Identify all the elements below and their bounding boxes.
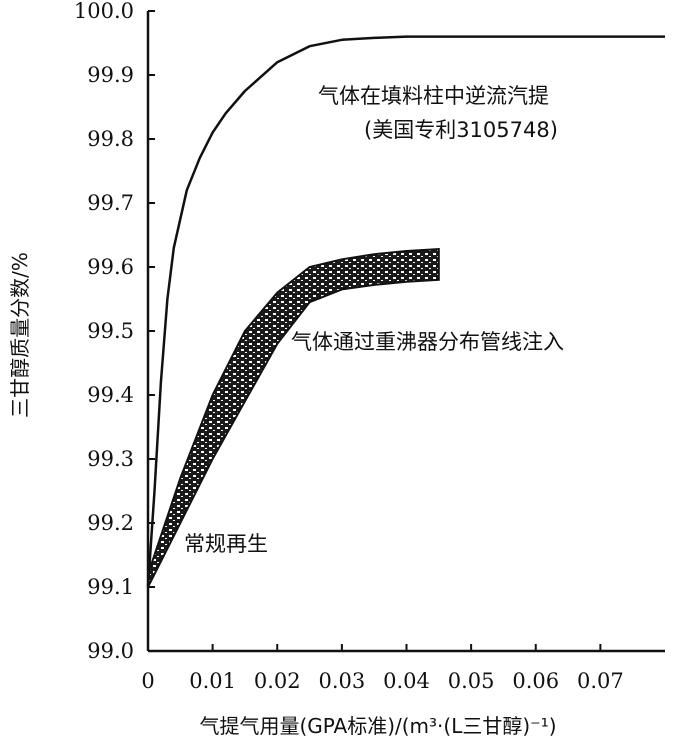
x-tick-label: 0.03	[318, 669, 365, 693]
y-tick-label: 99.6	[87, 255, 134, 279]
y-tick-label: 99.4	[87, 383, 134, 407]
x-tick-label: 0.02	[254, 669, 301, 693]
annotation-packed-column: 气体在填料柱中逆流汽提	[318, 84, 549, 108]
series-line-packed-column	[146, 35, 665, 588]
plot-area	[146, 35, 665, 588]
x-axis-ticks: 0 0.01 0.02 0.03 0.04 0.05 0.06 0.07	[141, 644, 624, 693]
y-axis-ticks: 99.0 99.1 99.2 99.3 99.4 99.5 99.6 99.7 99.8 99.9…	[74, 0, 155, 663]
x-tick-label: 0.06	[512, 669, 559, 693]
annotation-patent: (美国专利3105748)	[364, 118, 558, 142]
y-tick-label: 99.1	[87, 575, 134, 599]
y-tick-label: 99.8	[87, 127, 134, 151]
y-tick-label: 99.0	[87, 639, 134, 663]
y-tick-label: 99.3	[87, 447, 134, 471]
y-tick-label: 100.0	[74, 0, 134, 23]
x-tick-label: 0.04	[383, 669, 430, 693]
x-tick-label: 0.05	[448, 669, 495, 693]
y-tick-label: 99.9	[87, 63, 134, 87]
annotation-reboiler-injection: 气体通过重沸器分布管线注入	[291, 330, 564, 354]
annotation-conventional: 常规再生	[184, 532, 268, 556]
y-tick-label: 99.7	[87, 191, 134, 215]
x-tick-label: 0	[141, 669, 154, 693]
y-axis-title: 三甘醇质量分数/%	[8, 252, 32, 418]
x-tick-label: 0.01	[189, 669, 236, 693]
y-tick-label: 99.2	[87, 511, 134, 535]
x-axis-title: 气提气用量(GPA标准)/(m³·(L三甘醇)⁻¹)	[199, 714, 556, 738]
series-band-reboiler-injection	[147, 248, 440, 588]
y-tick-label: 99.5	[87, 319, 134, 343]
x-tick-label: 0.07	[577, 669, 624, 693]
